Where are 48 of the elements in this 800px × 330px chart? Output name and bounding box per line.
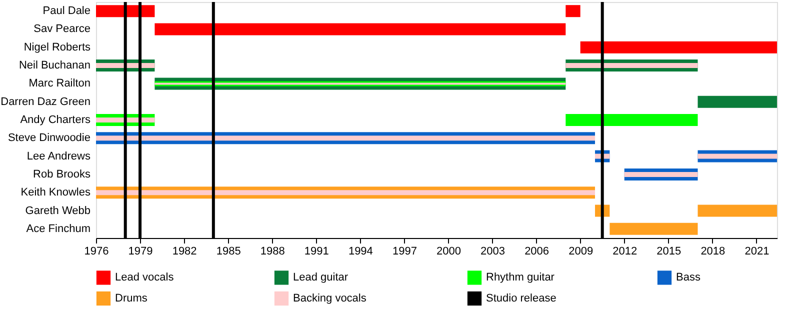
y-tick-label: Neil Buchanan — [18, 60, 90, 72]
bar — [698, 154, 777, 159]
bar — [698, 96, 777, 108]
x-tick-label: 1985 — [216, 246, 241, 258]
legend-label: Drums — [115, 292, 148, 304]
x-tick-label: 1994 — [348, 246, 373, 258]
x-tick-label: 2015 — [656, 246, 682, 258]
y-tick-label: Nigel Roberts — [24, 41, 91, 54]
y-tick-label: Ace Finchum — [26, 222, 90, 235]
legend-label: Backing vocals — [293, 292, 367, 304]
y-tick-label: Keith Knowles — [20, 186, 91, 199]
bar — [624, 172, 698, 177]
bar — [698, 204, 777, 217]
x-tick-label: 2006 — [524, 246, 550, 258]
legend-label: Studio release — [486, 292, 556, 304]
legend-label: Bass — [676, 272, 701, 284]
bar — [580, 41, 777, 54]
x-tick-label: 1988 — [260, 246, 285, 258]
y-tick-label: Darren Daz Green — [0, 96, 90, 108]
x-tick-label: 1991 — [304, 246, 329, 258]
legend-label: Lead vocals — [115, 272, 174, 284]
legend-label: Lead guitar — [293, 272, 348, 284]
x-tick-label: 2009 — [568, 246, 594, 258]
bar — [566, 114, 698, 126]
y-tick-label: Marc Railton — [28, 78, 90, 90]
x-tick-label: 2003 — [480, 246, 506, 258]
bar — [566, 5, 580, 18]
y-tick-label: Andy Charters — [20, 114, 91, 126]
y-tick-label: Gareth Webb — [25, 204, 90, 217]
x-tick-label: 1976 — [84, 246, 109, 258]
y-tick-label: Rob Brooks — [33, 168, 91, 180]
x-tick-label: 1997 — [392, 246, 417, 258]
y-tick-label: Lee Andrews — [26, 150, 91, 162]
bar — [96, 190, 596, 196]
x-tick-label: 1979 — [128, 246, 153, 258]
bar — [96, 136, 596, 141]
x-tick-label: 1982 — [172, 246, 197, 258]
y-tick-label: Steve Dinwoodie — [8, 132, 90, 144]
bar — [610, 222, 698, 235]
y-tick-label: Paul Dale — [42, 5, 90, 18]
bar — [566, 63, 698, 68]
x-tick-label: 2012 — [612, 246, 638, 258]
y-tick-label: Sav Pearce — [34, 23, 90, 36]
bar — [154, 23, 566, 36]
x-tick-label: 2018 — [700, 246, 726, 258]
x-tick-label: 2021 — [744, 246, 770, 258]
x-tick-label: 2000 — [436, 246, 461, 258]
legend-label: Rhythm guitar — [486, 272, 555, 284]
